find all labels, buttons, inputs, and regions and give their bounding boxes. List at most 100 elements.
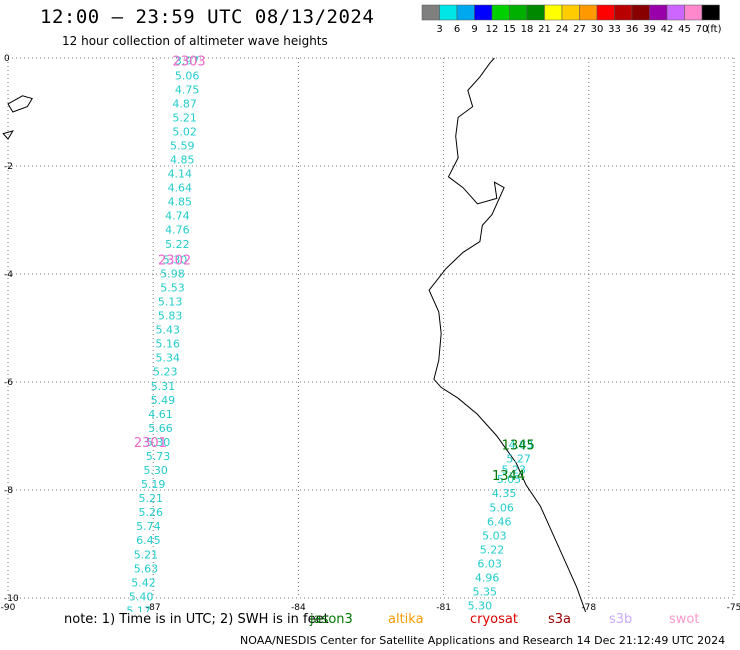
- map-title: 12:00 – 23:59 UTC 08/13/2024: [40, 6, 375, 28]
- wave-height-value: 5.02: [172, 125, 197, 138]
- colorbar-tick-label: 24: [556, 24, 569, 35]
- colorbar-tick-label: 15: [503, 24, 516, 35]
- wave-height-value: 5.30: [143, 464, 168, 477]
- lon-tick-label: -81: [436, 603, 451, 612]
- wave-height-value: 4.61: [148, 408, 173, 421]
- wave-height-value: 5.23: [153, 366, 178, 379]
- wave-height-colorbar: 3 6 9 12 15 18 21 24 27 30 33 36 39 42 45 70(ft): [421, 4, 722, 35]
- colorbar-unit: (ft): [706, 24, 721, 35]
- wave-height-value: 6.45: [136, 534, 161, 547]
- wave-height-value: 5.49: [151, 394, 176, 407]
- wave-height-value: 4.75: [175, 83, 200, 96]
- colorbar-tick-label: 18: [521, 24, 534, 35]
- lat-tick-label: -6: [4, 378, 13, 388]
- colorbar-tick-label: 6: [454, 24, 460, 35]
- wave-height-value: 5.21: [134, 548, 159, 561]
- wave-height-value: 5.17: [126, 604, 151, 612]
- wave-height-value: 5.05: [497, 473, 522, 486]
- island-outline: [7, 95, 33, 113]
- colorbar-tick-label: 39: [643, 24, 656, 35]
- lon-tick-label: -75: [727, 603, 740, 612]
- note-text: note: 1) Time is in UTC; 2) SWH is in fe…: [64, 612, 329, 627]
- wave-height-value: 5.27: [506, 453, 531, 466]
- wave-height-value: 6.03: [477, 557, 502, 570]
- wave-height-value: 5.83: [158, 310, 183, 323]
- lat-tick-label: -4: [4, 270, 13, 280]
- wave-height-value: 5.21: [172, 111, 197, 124]
- lat-tick-label: -2: [4, 162, 13, 172]
- coastline: [428, 57, 587, 612]
- legend-item-jason3: jason3: [310, 612, 353, 627]
- wave-height-value: 4.85: [170, 154, 195, 167]
- pass-time-label: 1345: [502, 439, 535, 454]
- wave-height-value: 5.22: [165, 238, 190, 251]
- colorbar-tick-label: 12: [486, 24, 499, 35]
- wave-height-value: 5.31: [151, 380, 176, 393]
- wave-height-value: 5.16: [155, 338, 180, 351]
- colorbar-tick-label: 33: [608, 24, 621, 35]
- wave-height-value: 5.35: [472, 586, 497, 599]
- wave-height-value: 5.26: [139, 506, 164, 519]
- wave-height-value: 5.40: [129, 590, 154, 603]
- wave-height-value: 3.97: [175, 55, 200, 68]
- wave-height-value: 4.74: [165, 210, 190, 223]
- map-subtitle: 12 hour collection of altimeter wave hei…: [62, 34, 328, 48]
- wave-height-value: 5.73: [146, 450, 171, 463]
- wave-height-value: 5.59: [170, 139, 195, 152]
- wave-height-value: 5.30: [468, 600, 493, 612]
- colorbar-swatch: [701, 4, 720, 21]
- wave-height-value: 4.14: [168, 168, 193, 181]
- wave-height-value: 5.06: [175, 69, 200, 82]
- wave-height-value: 4.64: [168, 182, 193, 195]
- colorbar-tick-label: 21: [538, 24, 551, 35]
- lon-tick-label: -78: [581, 603, 596, 612]
- pass-time-label: 1344: [492, 469, 525, 484]
- wave-height-value: 5.43: [155, 324, 180, 337]
- altimeter-map: -90 -87 -84 -81 -78 -750-2-4-6-8-103.975.064.…: [1, 54, 740, 612]
- wave-height-value: 5.30: [146, 436, 171, 449]
- pass-time-label: 2302: [158, 253, 191, 268]
- legend-item-altika: altika: [388, 612, 424, 627]
- wave-height-value: 5.23: [502, 463, 527, 476]
- wave-height-value: 5.66: [148, 422, 173, 435]
- wave-height-value: 5.34: [155, 352, 180, 365]
- lat-tick-label: -10: [4, 594, 19, 604]
- pass-time-label: 2303: [173, 55, 206, 70]
- wave-height-value: 5.19: [141, 478, 166, 491]
- wave-height-value: 5.21: [139, 492, 164, 505]
- colorbar-tick-label: 3: [436, 24, 442, 35]
- wave-height-value: 4.87: [172, 97, 197, 110]
- lon-tick-label: -87: [146, 603, 161, 612]
- colorbar-tick-label: 70: [696, 24, 709, 35]
- wave-height-value: 5.13: [158, 296, 183, 309]
- pass-time-label: 2301: [134, 436, 167, 451]
- legend-item-s3a: s3a: [548, 612, 572, 627]
- wave-height-value: 4.96: [475, 571, 500, 584]
- island-outline: [2, 130, 14, 140]
- wave-height-value: 6.46: [487, 515, 512, 528]
- lon-tick-label: -84: [291, 603, 306, 612]
- wave-height-value: 4.76: [165, 224, 190, 237]
- legend-item-cryosat: cryosat: [470, 612, 518, 627]
- colorbar-tick-label: 9: [471, 24, 477, 35]
- colorbar-tick-label: 27: [573, 24, 586, 35]
- wave-height-value: 5.53: [160, 282, 185, 295]
- wave-height-value: 5.06: [489, 501, 514, 514]
- wave-height-value: 4.85: [168, 196, 193, 209]
- wave-height-value: 5.30: [163, 253, 188, 266]
- legend-item-swot: swot: [669, 612, 700, 627]
- wave-height-value: 4.83: [509, 439, 534, 452]
- wave-height-value: 5.74: [136, 520, 161, 533]
- lon-tick-label: -90: [1, 603, 16, 612]
- wave-height-value: 4.35: [492, 487, 517, 500]
- colorbar-tick-label: 30: [591, 24, 604, 35]
- colorbar-tick-label: 42: [661, 24, 674, 35]
- wave-height-value: 5.98: [160, 267, 185, 280]
- footer-credit: NOAA/NESDIS Center for Satellite Applica…: [240, 634, 726, 647]
- lat-tick-label: -8: [4, 486, 13, 496]
- wave-height-value: 5.22: [480, 543, 505, 556]
- wave-height-value: 5.03: [482, 529, 507, 542]
- wave-height-value: 5.63: [134, 562, 159, 575]
- lat-tick-label: 0: [4, 54, 10, 64]
- wave-height-value: 5.42: [131, 576, 156, 589]
